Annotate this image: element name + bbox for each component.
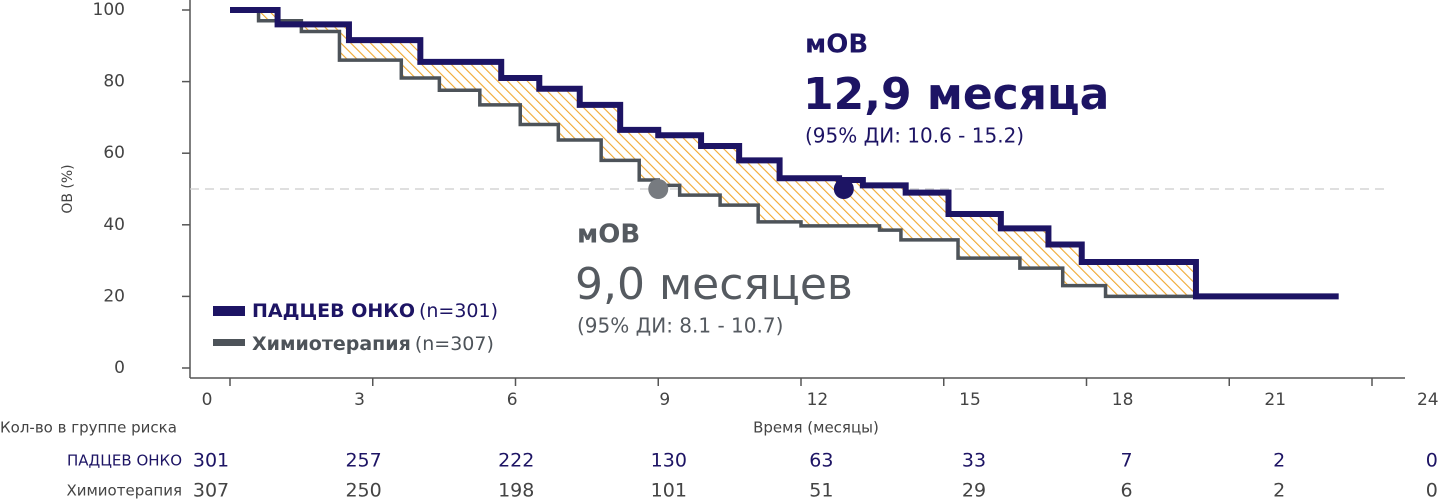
risk-row-name: Химиотерапия xyxy=(66,482,182,500)
legend-swatch xyxy=(213,339,245,346)
median-ci: (95% ДИ: 8.1 - 10.7) xyxy=(577,314,783,338)
x-tick-label: 21 xyxy=(1264,390,1286,410)
x-tick-label: 0 xyxy=(202,390,213,410)
risk-value: 222 xyxy=(498,450,534,472)
y-tick-label: 0 xyxy=(114,358,125,378)
risk-table-title: Кол-во в группе риска xyxy=(0,419,177,437)
risk-value: 301 xyxy=(193,450,229,472)
median-point xyxy=(648,179,669,199)
median-ci: (95% ДИ: 10.6 - 15.2) xyxy=(805,124,1024,148)
y-tick-label: 60 xyxy=(103,143,125,163)
risk-value: 7 xyxy=(1121,450,1133,472)
risk-value: 101 xyxy=(651,480,687,500)
median-value: 12,9 месяца xyxy=(803,69,1109,120)
median-point xyxy=(833,179,854,199)
legend-n: (n=307) xyxy=(415,333,494,355)
y-axis-label: ОВ (%) xyxy=(60,164,76,213)
risk-value: 6 xyxy=(1121,480,1133,500)
x-tick-label: 15 xyxy=(959,390,981,410)
x-tick-label: 9 xyxy=(659,390,670,410)
risk-row-name: ПАДЦЕВ ОНКО xyxy=(67,452,182,470)
risk-value: 250 xyxy=(345,480,381,500)
x-tick-label: 6 xyxy=(507,390,518,410)
risk-value: 2 xyxy=(1273,450,1285,472)
risk-value: 0 xyxy=(1426,480,1438,500)
risk-value: 198 xyxy=(498,480,534,500)
legend-name: ПАДЦЕВ ОНКО xyxy=(252,300,415,322)
median-label: мОВ xyxy=(577,220,640,250)
risk-value: 307 xyxy=(193,480,229,500)
x-tick-label: 24 xyxy=(1417,390,1439,410)
x-tick-label: 18 xyxy=(1112,390,1134,410)
y-tick-label: 80 xyxy=(103,72,125,92)
risk-value: 130 xyxy=(651,450,687,472)
median-value: 9,0 месяцев xyxy=(575,259,853,310)
x-tick-label: 12 xyxy=(807,390,829,410)
y-tick-label: 100 xyxy=(93,0,125,20)
risk-value: 29 xyxy=(962,480,986,500)
risk-value: 2 xyxy=(1273,480,1285,500)
risk-value: 51 xyxy=(809,480,833,500)
x-tick-label: 3 xyxy=(354,390,365,410)
risk-value: 257 xyxy=(345,450,381,472)
risk-value: 0 xyxy=(1426,450,1438,472)
legend-swatch xyxy=(213,306,245,316)
y-tick-label: 20 xyxy=(103,286,125,306)
x-axis-label: Время (месяцы) xyxy=(753,419,879,437)
median-label: мОВ xyxy=(805,30,868,60)
risk-value: 63 xyxy=(809,450,833,472)
legend-name: Химиотерапия xyxy=(252,333,411,355)
legend-entry: ПАДЦЕВ ОНКО (n=301) xyxy=(252,300,498,322)
survival-curve xyxy=(230,7,1339,300)
legend-entry: Химиотерапия (n=307) xyxy=(252,333,494,355)
risk-value: 33 xyxy=(962,450,986,472)
y-tick-label: 40 xyxy=(103,215,125,235)
hatch-area xyxy=(230,10,1196,297)
legend-n: (n=301) xyxy=(419,300,498,322)
